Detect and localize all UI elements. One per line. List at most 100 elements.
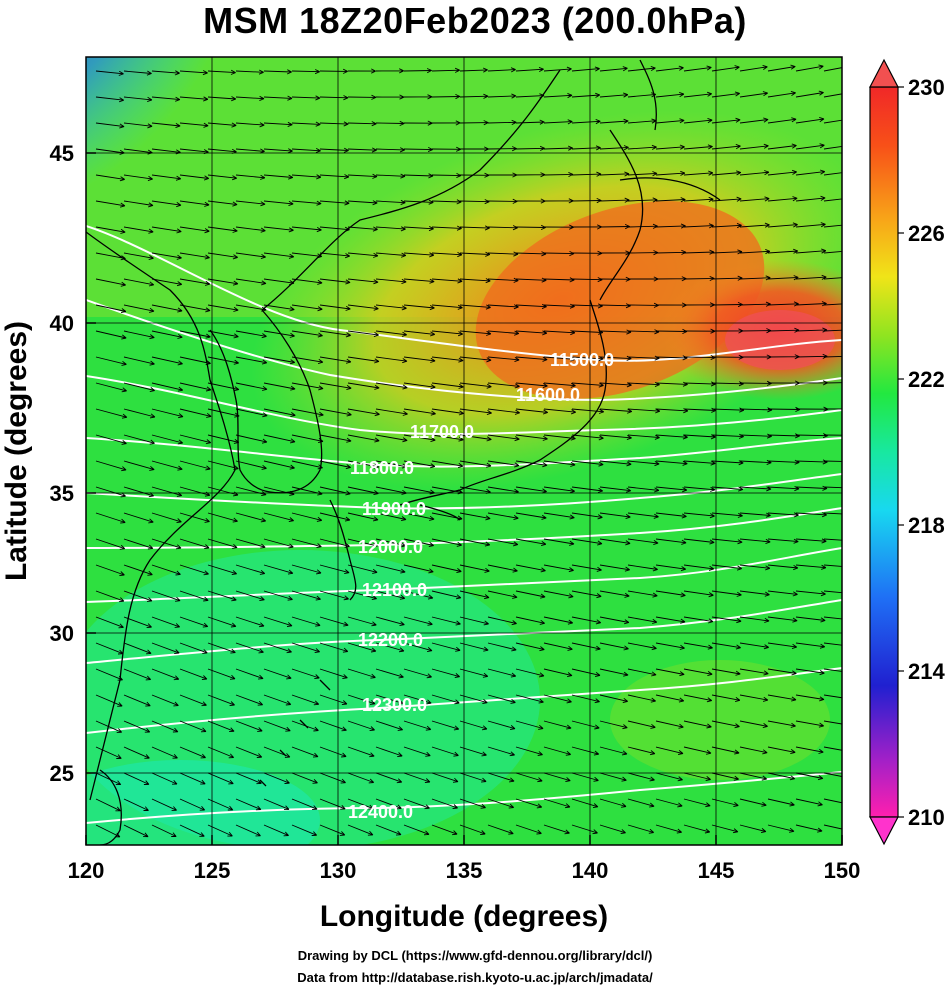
- wind-arrow: [235, 408, 268, 418]
- wind-arrow: [543, 486, 575, 494]
- wind-arrow: [431, 668, 460, 678]
- wind-arrow: [319, 95, 349, 101]
- wind-arrow: [823, 434, 842, 436]
- wind-arrow: [347, 564, 378, 574]
- wind-arrow: [347, 304, 379, 311]
- wind-arrow: [543, 512, 575, 520]
- wind-arrow: [711, 249, 743, 255]
- wind-arrow: [487, 146, 517, 152]
- wind-arrow: [683, 616, 714, 624]
- wind-arrow: [207, 226, 238, 233]
- wind-arrow: [627, 746, 656, 756]
- wind-arrow: [431, 120, 461, 126]
- wind-arrow: [95, 642, 124, 655]
- wind-arrow: [263, 330, 295, 338]
- wind-arrow: [711, 746, 740, 755]
- height-contours: [86, 225, 842, 824]
- wind-arrow: [207, 69, 236, 75]
- wind-arrow: [235, 382, 268, 391]
- wind-arrow: [95, 200, 126, 208]
- wind-arrow: [291, 772, 318, 784]
- wind-arrow: [515, 772, 543, 783]
- wind-arrow: [95, 590, 125, 603]
- wind-arrow: [459, 408, 492, 416]
- wind-arrow: [151, 694, 179, 707]
- wind-arrow: [431, 616, 461, 626]
- wind-arrow: [767, 90, 796, 98]
- wind-arrow: [235, 69, 264, 75]
- wind-arrow: [291, 148, 321, 154]
- wind-arrow: [767, 590, 798, 597]
- wind-arrow: [263, 720, 291, 732]
- wind-arrow: [515, 303, 547, 310]
- wind-arrow: [767, 169, 798, 176]
- wind-arrow: [795, 64, 824, 72]
- wind-arrow: [739, 459, 772, 466]
- wind-arrow: [459, 67, 488, 73]
- wind-arrow: [263, 174, 294, 180]
- wind-arrow: [375, 720, 404, 731]
- wind-arrow: [207, 304, 239, 312]
- wind-arrow: [123, 824, 149, 838]
- wind-arrow: [151, 70, 180, 76]
- wind-arrow: [571, 772, 599, 782]
- wind-arrow: [151, 382, 184, 392]
- credit-data: Data from http://database.rish.kyoto-u.a…: [297, 970, 653, 985]
- wind-arrow: [543, 616, 574, 625]
- wind-arrow: [207, 668, 236, 680]
- wind-arrow: [543, 694, 572, 704]
- wind-arrow: [543, 564, 574, 573]
- wind-arrow: [683, 512, 715, 519]
- wind-arrow: [459, 590, 490, 600]
- wind-arrow: [403, 460, 436, 469]
- wind-arrow: [571, 694, 600, 704]
- wind-arrow: [627, 616, 658, 624]
- wind-arrow: [823, 119, 842, 124]
- wind-arrow: [123, 122, 153, 129]
- wind-arrow: [767, 668, 797, 676]
- wind-arrow: [571, 382, 604, 388]
- wind-arrow: [823, 772, 842, 777]
- wind-arrow: [263, 460, 295, 470]
- wind-arrow: [431, 798, 458, 809]
- wind-arrow: [543, 66, 572, 72]
- wind-arrow: [291, 616, 321, 627]
- wind-arrow: [319, 330, 351, 338]
- wind-arrow: [739, 772, 767, 781]
- wind-arrow: [207, 616, 237, 628]
- wind-arrow: [375, 694, 404, 705]
- wind-arrow: [151, 720, 179, 733]
- wind-arrow: [431, 278, 463, 284]
- wind-arrow: [459, 278, 491, 284]
- wind-arrow: [319, 434, 352, 443]
- wind-arrow: [207, 538, 238, 549]
- wind-arrow: [431, 642, 461, 652]
- wind-arrow: [95, 538, 126, 550]
- wind-arrow: [235, 746, 263, 758]
- wind-arrow: [95, 772, 122, 786]
- wind-arrow: [515, 616, 545, 625]
- wind-arrow: [767, 824, 795, 833]
- wind-arrow: [515, 382, 548, 389]
- wind-arrow: [291, 434, 324, 444]
- contour-label: 11900.0: [362, 499, 426, 519]
- wind-arrow: [207, 512, 238, 523]
- wind-arrow: [95, 408, 128, 419]
- wind-arrow: [823, 824, 842, 830]
- wind-arrow: [627, 92, 657, 98]
- wind-arrow: [235, 512, 266, 523]
- wind-arrow: [235, 668, 264, 680]
- colorbar-tick-label: 230: [908, 75, 945, 100]
- wind-arrow: [263, 538, 294, 549]
- wind-arrow: [207, 382, 240, 392]
- wind-arrow: [291, 564, 322, 575]
- wind-arrow: [683, 486, 716, 492]
- wind-arrow: [543, 668, 573, 678]
- wind-arrow: [711, 772, 739, 781]
- wind-arrow: [151, 798, 177, 811]
- wind-arrow: [655, 590, 686, 598]
- credit-drawing: Drawing by DCL (https://www.gfd-dennou.o…: [297, 948, 653, 963]
- wind-arrow: [627, 65, 656, 72]
- wind-arrow: [123, 746, 150, 759]
- wind-arrow: [515, 746, 543, 756]
